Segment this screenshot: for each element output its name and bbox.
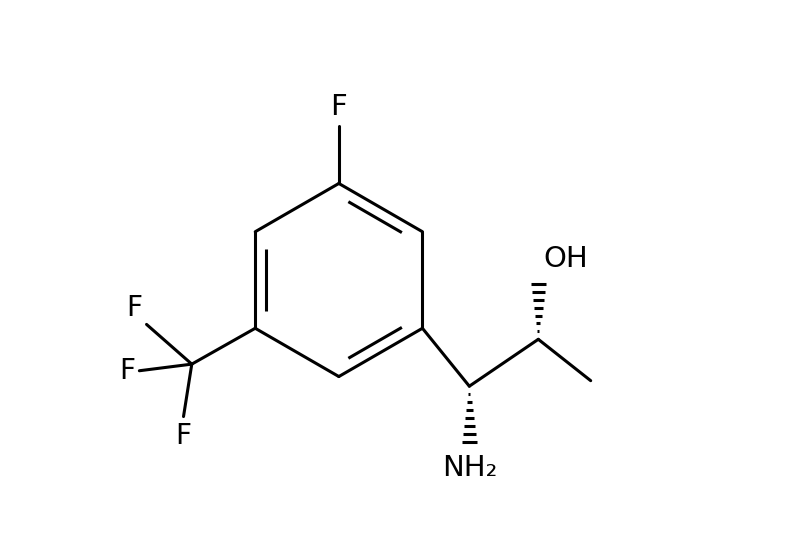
Text: F: F [119, 357, 135, 385]
Text: NH₂: NH₂ [441, 454, 497, 482]
Text: F: F [126, 293, 142, 321]
Text: F: F [330, 93, 348, 121]
Text: OH: OH [544, 245, 589, 273]
Text: F: F [176, 422, 191, 450]
